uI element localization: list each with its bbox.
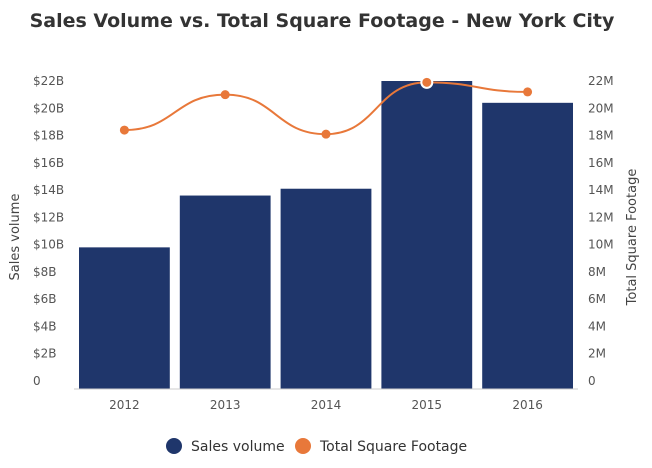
legend: Sales volume Total Square Footage — [166, 438, 467, 455]
left-axis-ticks: 0 $2B $4B $6B $8B $10B $12B $14B $16B $18B $20B $22… — [33, 74, 64, 388]
left-tick-label: $18B — [33, 129, 64, 143]
left-tick-label: $8B — [33, 265, 57, 279]
legend-label-total-square-footage[interactable]: Total Square Footage — [319, 439, 467, 455]
bar-2016 — [482, 102, 573, 390]
right-tick-label: 10M — [588, 238, 614, 252]
line-point-2016 — [523, 87, 533, 97]
bar-2013 — [179, 195, 271, 389]
left-tick-label: $4B — [33, 319, 57, 333]
left-axis-title: Sales volume — [8, 194, 23, 281]
left-tick-label: $22B — [33, 74, 64, 88]
x-tick-label: 2012 — [109, 398, 140, 412]
x-tick-label: 2015 — [412, 398, 443, 412]
right-tick-label: 16M — [588, 156, 614, 170]
legend-label-sales-volume[interactable]: Sales volume — [191, 439, 285, 455]
right-tick-label: 6M — [588, 292, 606, 306]
bar-2015 — [381, 81, 473, 389]
bar-series — [79, 81, 573, 390]
left-tick-label: $16B — [33, 156, 64, 170]
right-tick-label: 14M — [588, 183, 614, 197]
left-tick-label: $12B — [33, 210, 64, 224]
legend-swatch-sales-volume[interactable] — [166, 438, 182, 454]
right-tick-label: 2M — [588, 347, 606, 361]
x-tick-label: 2014 — [311, 398, 342, 412]
right-tick-label: 20M — [588, 101, 614, 115]
left-tick-label: $10B — [33, 238, 64, 252]
right-tick-label: 22M — [588, 74, 614, 88]
line-series-points — [119, 75, 533, 139]
right-tick-label: 12M — [588, 210, 614, 224]
line-point-2015 — [420, 75, 434, 89]
right-tick-label: 8M — [588, 265, 606, 279]
line-point-2014 — [321, 129, 331, 139]
x-tick-label: 2016 — [512, 398, 543, 412]
left-tick-label: 0 — [33, 374, 41, 388]
right-tick-label: 18M — [588, 129, 614, 143]
legend-swatch-total-square-footage[interactable] — [295, 438, 311, 454]
left-tick-label: $6B — [33, 292, 57, 306]
right-axis-ticks: 0 2M 4M 6M 8M 10M 12M 14M 16M 18M 20M 22M — [588, 74, 614, 388]
x-axis-ticks: 2012 2013 2014 2015 2016 — [109, 398, 543, 412]
line-point-2012 — [119, 125, 129, 135]
x-tick-label: 2013 — [210, 398, 241, 412]
right-tick-label: 4M — [588, 319, 606, 333]
left-tick-label: $20B — [33, 101, 64, 115]
right-tick-label: 0 — [588, 374, 596, 388]
bar-2012 — [79, 247, 170, 389]
left-tick-label: $14B — [33, 183, 64, 197]
bar-2014 — [280, 188, 372, 389]
line-point-2013 — [220, 90, 230, 100]
chart-title: Sales Volume vs. Total Square Footage - … — [30, 10, 615, 32]
right-axis-title: Total Square Footage — [625, 169, 640, 307]
left-tick-label: $2B — [33, 347, 57, 361]
